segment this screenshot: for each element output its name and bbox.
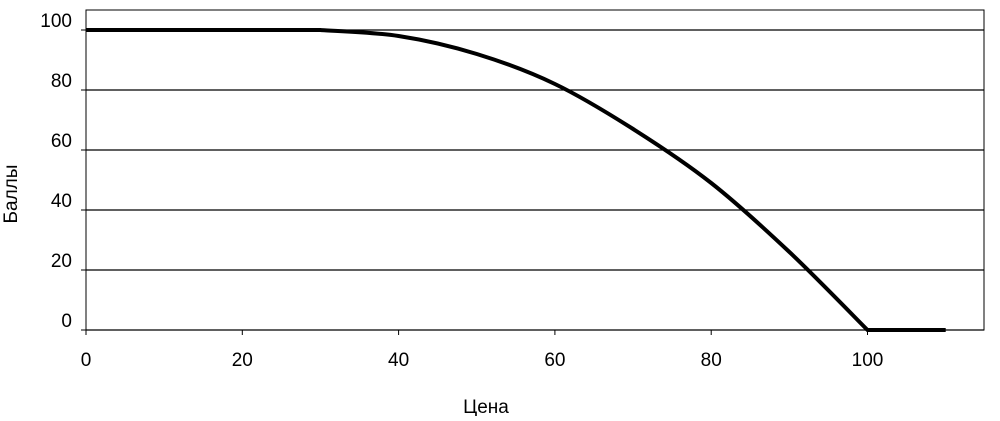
- plot-area: [85, 9, 985, 331]
- y-axis-title: Баллы: [1, 165, 22, 224]
- x-tick-label: 20: [232, 350, 253, 371]
- y-tick-label: 0: [61, 311, 72, 332]
- x-tick-label: 0: [81, 350, 92, 371]
- x-tick-label: 80: [701, 350, 722, 371]
- x-tick-label: 100: [852, 350, 884, 371]
- series-layer: [86, 28, 946, 332]
- y-tick-label: 100: [40, 11, 72, 32]
- y-tick-label: 80: [51, 71, 72, 92]
- x-tick-label: 40: [388, 350, 409, 371]
- series-line-0: [86, 28, 946, 332]
- y-axis: 0 20 40 60 80 100: [40, 11, 86, 332]
- x-axis: 0 20 40 60 80 100: [81, 330, 884, 371]
- y-tick-label: 60: [51, 131, 72, 152]
- y-tick-label: 20: [51, 251, 72, 272]
- y-tick-label: 40: [51, 191, 72, 212]
- x-axis-title: Цена: [463, 397, 509, 416]
- x-tick-label: 60: [544, 350, 565, 371]
